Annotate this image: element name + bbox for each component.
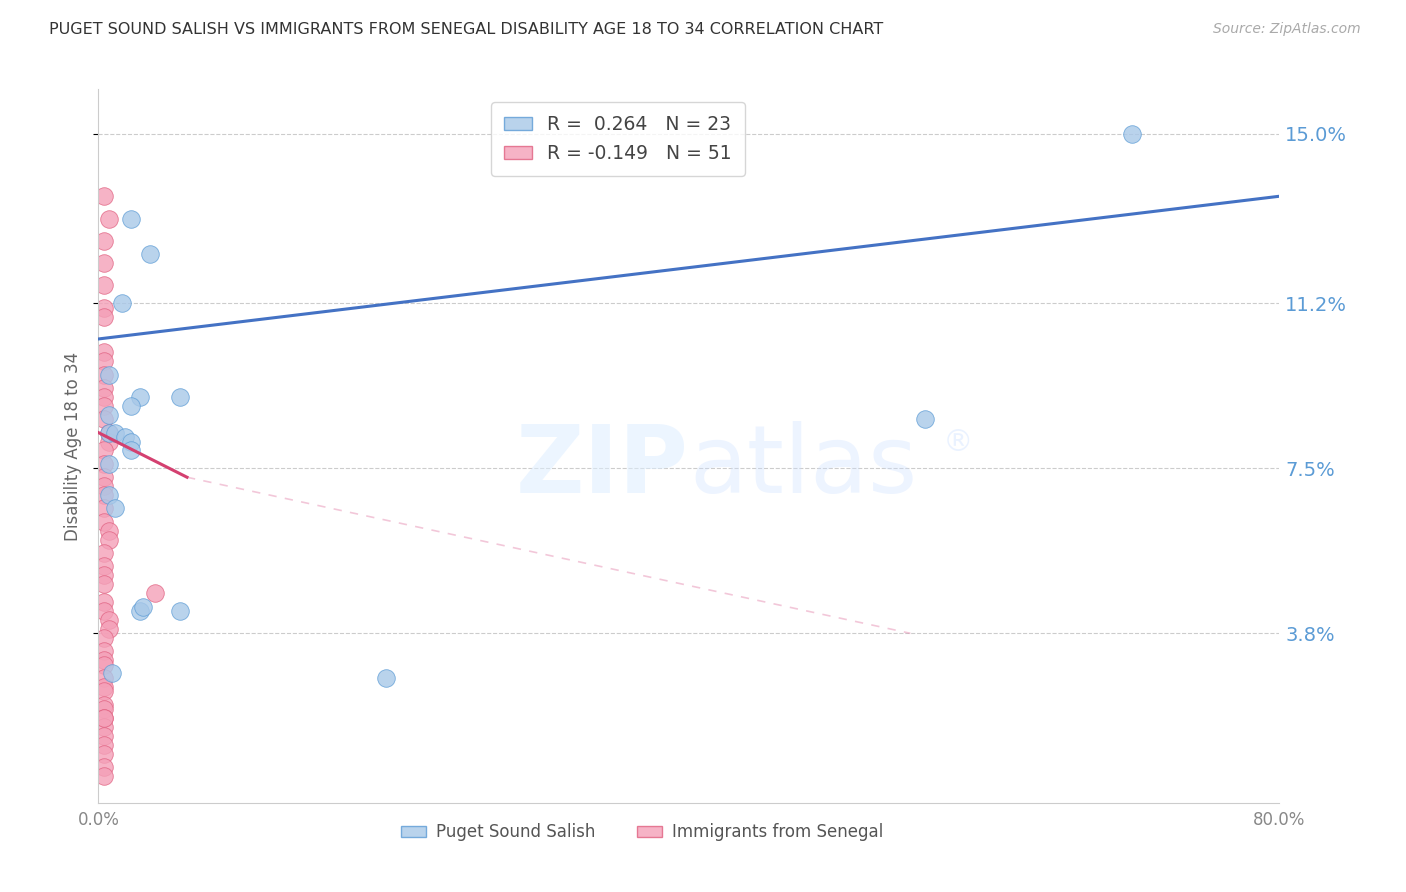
Point <box>914 412 936 426</box>
Point <box>93 559 115 574</box>
Point <box>93 653 115 667</box>
Point <box>93 310 115 324</box>
Point <box>93 399 115 413</box>
Point <box>93 443 115 458</box>
Point <box>93 470 115 484</box>
Point <box>93 769 115 783</box>
Point <box>93 644 115 658</box>
Legend: Puget Sound Salish, Immigrants from Senegal: Puget Sound Salish, Immigrants from Sene… <box>394 817 890 848</box>
Point <box>97 622 120 636</box>
Point <box>97 457 120 471</box>
Point <box>97 408 120 422</box>
Point <box>93 684 115 698</box>
Point <box>120 211 142 226</box>
Point <box>93 412 115 426</box>
Point <box>93 729 115 743</box>
Point <box>120 434 142 449</box>
Point <box>93 657 115 672</box>
Text: Source: ZipAtlas.com: Source: ZipAtlas.com <box>1213 22 1361 37</box>
Point <box>93 381 115 395</box>
Point <box>143 586 166 600</box>
Point <box>93 368 115 382</box>
Point <box>97 434 120 449</box>
Text: ZIP: ZIP <box>516 421 689 514</box>
Point <box>93 345 115 359</box>
Point <box>93 577 115 591</box>
Point <box>104 425 127 440</box>
Point <box>93 738 115 752</box>
Point <box>93 256 115 270</box>
Point <box>93 189 115 203</box>
Point <box>128 390 150 404</box>
Point <box>93 760 115 774</box>
Y-axis label: Disability Age 18 to 34: Disability Age 18 to 34 <box>65 351 83 541</box>
Point <box>93 671 115 685</box>
Point <box>93 488 115 502</box>
Point <box>111 296 134 310</box>
Point <box>97 613 120 627</box>
Point <box>93 680 115 694</box>
Point <box>93 546 115 560</box>
Point <box>93 568 115 582</box>
Point <box>93 702 115 716</box>
Point <box>104 501 127 516</box>
Point <box>93 711 115 725</box>
Point <box>93 698 115 712</box>
Point <box>93 501 115 516</box>
Text: PUGET SOUND SALISH VS IMMIGRANTS FROM SENEGAL DISABILITY AGE 18 TO 34 CORRELATIO: PUGET SOUND SALISH VS IMMIGRANTS FROM SE… <box>49 22 883 37</box>
Point <box>93 278 115 293</box>
Point <box>132 599 155 614</box>
Point <box>120 399 142 413</box>
Point <box>93 390 115 404</box>
Point <box>128 604 150 618</box>
Point <box>139 247 162 261</box>
Point <box>93 354 115 368</box>
Point <box>93 595 115 609</box>
Point <box>97 425 120 440</box>
Point <box>97 488 120 502</box>
Text: ®: ® <box>943 428 973 457</box>
Point <box>97 211 120 226</box>
Point <box>93 301 115 315</box>
Point <box>100 666 122 681</box>
Point <box>93 234 115 248</box>
Point <box>93 711 115 725</box>
Point <box>93 747 115 761</box>
Point <box>93 515 115 529</box>
Point <box>97 368 120 382</box>
Point <box>97 524 120 538</box>
Point <box>169 604 191 618</box>
Point <box>1121 127 1143 141</box>
Point <box>97 533 120 547</box>
Point <box>97 425 120 440</box>
Point <box>169 390 191 404</box>
Text: atlas: atlas <box>689 421 917 514</box>
Point <box>93 479 115 493</box>
Point <box>93 457 115 471</box>
Point <box>375 671 398 685</box>
Point <box>114 430 136 444</box>
Point <box>120 443 142 458</box>
Point <box>93 720 115 734</box>
Point <box>93 604 115 618</box>
Point <box>93 631 115 645</box>
